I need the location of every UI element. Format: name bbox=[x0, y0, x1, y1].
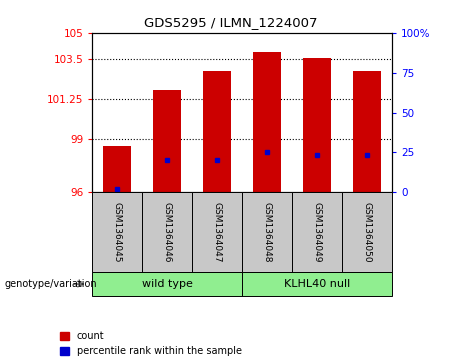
Bar bbox=[103, 146, 131, 192]
FancyBboxPatch shape bbox=[92, 272, 242, 296]
Text: GSM1364045: GSM1364045 bbox=[112, 202, 122, 262]
Legend: count, percentile rank within the sample: count, percentile rank within the sample bbox=[60, 331, 242, 356]
Text: GDS5295 / ILMN_1224007: GDS5295 / ILMN_1224007 bbox=[144, 16, 317, 29]
FancyBboxPatch shape bbox=[192, 192, 242, 272]
Bar bbox=[303, 57, 331, 192]
FancyBboxPatch shape bbox=[242, 192, 292, 272]
Bar bbox=[154, 90, 181, 192]
Text: genotype/variation: genotype/variation bbox=[5, 279, 97, 289]
FancyBboxPatch shape bbox=[242, 272, 392, 296]
FancyBboxPatch shape bbox=[292, 192, 342, 272]
FancyBboxPatch shape bbox=[92, 192, 142, 272]
Bar bbox=[353, 71, 381, 192]
Text: GSM1364047: GSM1364047 bbox=[213, 202, 222, 262]
FancyBboxPatch shape bbox=[142, 192, 192, 272]
Text: GSM1364050: GSM1364050 bbox=[362, 202, 372, 263]
Text: GSM1364046: GSM1364046 bbox=[163, 202, 171, 262]
Text: GSM1364048: GSM1364048 bbox=[262, 202, 272, 262]
Text: wild type: wild type bbox=[142, 279, 193, 289]
FancyBboxPatch shape bbox=[342, 192, 392, 272]
Bar bbox=[203, 71, 231, 192]
Text: GSM1364049: GSM1364049 bbox=[313, 202, 321, 262]
Text: KLHL40 null: KLHL40 null bbox=[284, 279, 350, 289]
Bar bbox=[253, 52, 281, 192]
